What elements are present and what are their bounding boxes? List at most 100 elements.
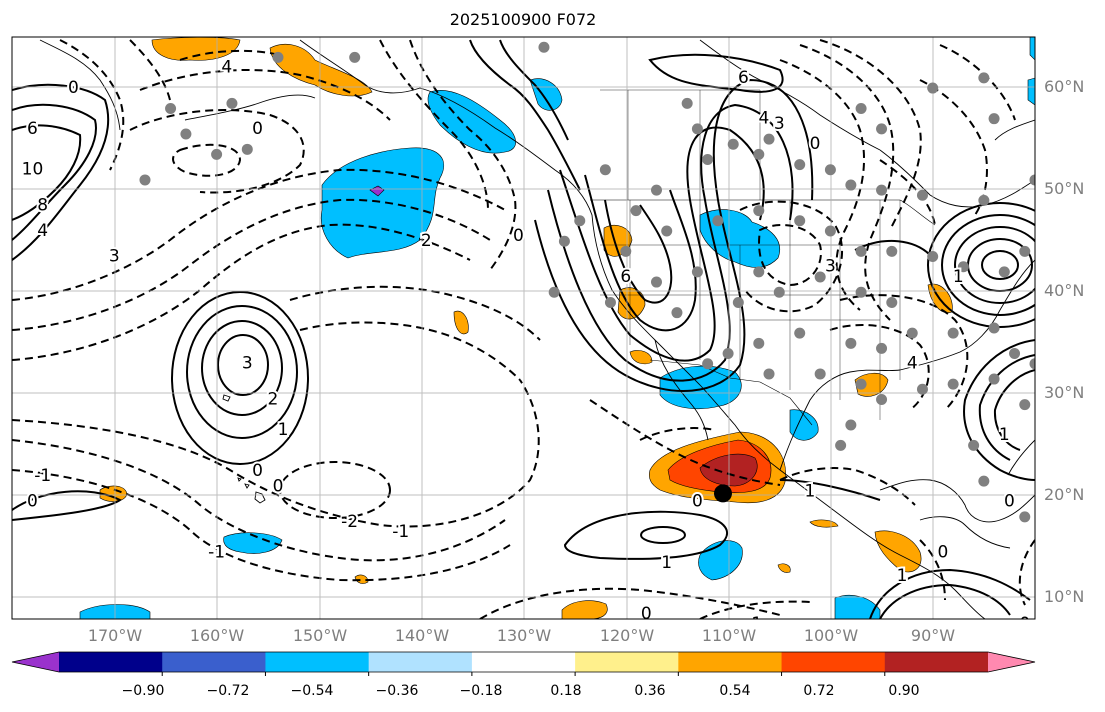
lat-label: 50°N [1044,179,1085,198]
contour-line [869,568,1031,619]
station-dot [650,184,662,196]
contour-line [479,587,781,619]
contour-line [534,78,814,392]
colorbar-tick-label: −0.90 [121,683,165,699]
station-dot [957,261,969,273]
contour-line [978,354,1035,461]
station-dot [876,342,888,354]
station-dot [835,439,847,451]
island [237,477,266,504]
contour-line [648,53,784,93]
station-dot [927,251,939,263]
colorbar [11,651,1036,676]
colorbar-outline [11,651,1036,673]
lon-label: 110°W [701,626,757,645]
contour-line [379,39,489,211]
station-dot [1019,245,1031,257]
station-dot [712,215,724,227]
colorbar-extend-max [988,652,1035,672]
contour-line [186,305,298,439]
station-dot [978,194,990,206]
contour-line [289,285,541,341]
station-dot [241,143,253,155]
station-dot [855,102,867,114]
contour-label: 10 [22,160,44,180]
station-dot [988,373,1000,385]
lon-label: 150°W [292,626,348,645]
contour-line [941,214,1035,316]
anomaly-area [354,574,369,584]
contour-label: 1 [805,481,816,501]
contour-label: 6 [27,119,38,139]
lat-label: 10°N [1044,587,1085,606]
anomaly-area [629,350,653,365]
contour-label: -1 [745,614,762,634]
station-dot [886,296,898,308]
station-dot [702,358,714,370]
island [222,394,231,402]
station-dot [876,123,888,135]
contour-line [981,250,1019,280]
station-dot [349,51,361,63]
contour-line [927,202,1035,328]
colorbar-tick-label: −0.54 [290,683,334,699]
station-dot [988,322,1000,334]
contour-label: 4 [907,354,918,374]
contour-line [604,199,673,304]
station-dot [876,184,888,196]
lat-label: 60°N [1044,77,1085,96]
contour-line [129,109,305,194]
contour-line [12,439,506,562]
coastline [994,119,1035,141]
station-dot [794,215,806,227]
contour-label: 8 [37,195,48,215]
lon-label: 120°W [599,626,655,645]
contour-line [799,44,895,321]
contour-line [12,198,491,331]
contour-line [172,143,242,177]
contour-label: 3 [109,247,120,267]
contour-label: 3 [774,114,785,134]
contour-label: 0 [273,476,284,496]
contour-label: 0 [513,226,524,246]
station-dot [998,266,1010,278]
anomaly-area [854,372,889,397]
station-dot [876,393,888,405]
coastline [879,149,1035,208]
contour-label: 1 [953,267,964,287]
station-dot [978,475,990,487]
station-dot [691,266,703,278]
contour-line [12,83,110,261]
anomaly-area [789,409,819,441]
station-dot [845,179,857,191]
contour-label: 0 [252,461,263,481]
anomaly-area [269,44,373,97]
station-dots [139,41,1035,523]
station-dot [824,225,836,237]
contour-label: 4 [37,221,48,241]
station-dot [650,276,662,288]
contour-label: 0 [692,492,703,512]
lat-label: 40°N [1044,281,1085,300]
contour-line [547,103,794,382]
station-dot [916,383,928,395]
contour-line [779,59,866,311]
station-dot [548,286,560,298]
colorbar-segment [162,652,266,672]
station-dot [753,148,765,160]
contour-label: 3 [825,257,836,277]
lat-label: 30°N [1044,383,1085,402]
station-dot [211,148,223,160]
station-dot [165,102,177,114]
contour-label: 4 [221,58,232,78]
anomaly-area [1027,77,1035,106]
station-dot [773,286,785,298]
anomaly-area [427,90,516,154]
contour-line [584,174,697,332]
anomaly-area [1029,37,1035,61]
station-dot [978,72,990,84]
station-dot [814,368,826,380]
station-dot [538,41,550,53]
contour-line [12,124,82,221]
station-dot [226,97,238,109]
